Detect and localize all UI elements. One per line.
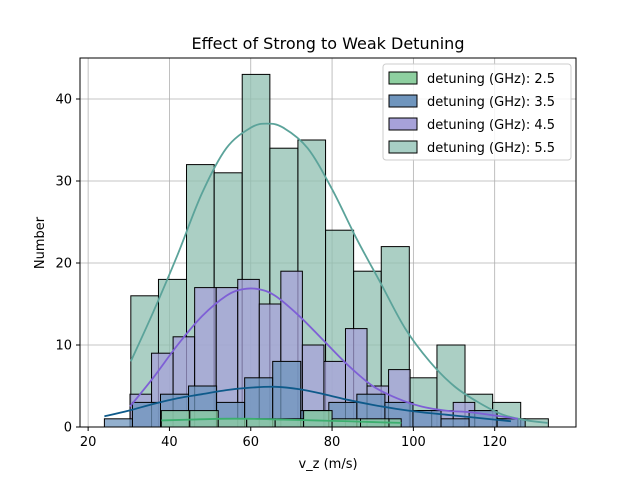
x-tick-label: 20: [80, 435, 97, 450]
kde-curve: [161, 417, 402, 424]
legend-label: detuning (GHz): 2.5: [427, 72, 555, 87]
legend-swatch: [388, 117, 418, 131]
kde-curve: [129, 287, 518, 420]
x-tick-label: 60: [242, 435, 259, 450]
legend-box: [382, 63, 572, 161]
y-tick-label: 0: [64, 421, 72, 436]
y-axis-label: Number: [33, 216, 48, 269]
y-tick-label: 30: [55, 175, 72, 190]
x-tick-label: 120: [482, 435, 507, 450]
x-tick-label: 40: [161, 435, 178, 450]
legend: detuning (GHz): 2.5 detuning (GHz): 3.5 de…: [382, 63, 572, 161]
legend-swatch: [388, 71, 418, 85]
legend-swatch: [388, 140, 418, 154]
histogram-bar: [160, 410, 191, 428]
kde-curves: [104, 122, 548, 424]
y-tick-label: 20: [55, 257, 72, 272]
y-tick-label: 10: [55, 339, 72, 354]
legend-label: detuning (GHz): 4.5: [427, 118, 555, 133]
legend-label: detuning (GHz): 3.5: [427, 95, 555, 110]
x-axis-ticks: 20 40 60 80 100 120: [80, 427, 507, 450]
x-tick-label: 100: [401, 435, 426, 450]
histogram-bar: [272, 360, 302, 428]
kde-curve: [130, 122, 548, 424]
histogram-bar: [331, 418, 362, 428]
legend-label: detuning (GHz): 5.5: [427, 141, 555, 156]
x-axis-label: v_z (m/s): [298, 457, 357, 472]
plot-frame: [79, 57, 577, 428]
histogram-bar: [440, 418, 470, 428]
chart-title: Effect of Strong to Weak Detuning: [192, 34, 465, 53]
x-tick-label: 80: [324, 435, 341, 450]
kde-curve: [104, 385, 512, 423]
y-axis-ticks: 0 10 20 30 40: [55, 93, 80, 436]
histogram-bar: [303, 410, 333, 428]
histogram-bar: [103, 418, 133, 428]
legend-swatch: [388, 94, 418, 108]
histogram-bar: [217, 418, 248, 428]
y-tick-label: 40: [55, 93, 72, 108]
